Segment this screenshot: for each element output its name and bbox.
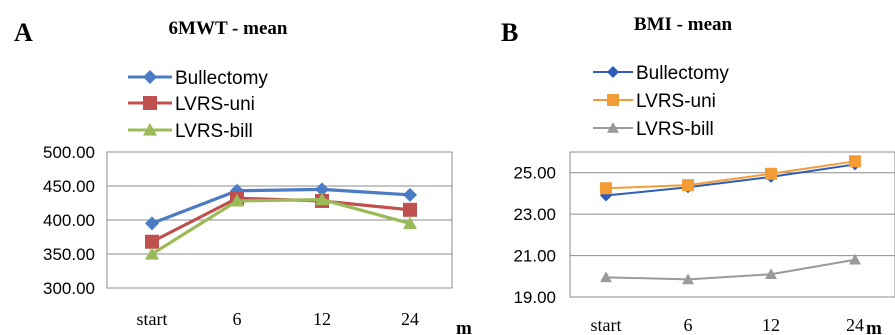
legend-entry: Bullectomy [636,63,729,84]
panel-label: A [14,18,33,47]
data-point [600,182,612,195]
data-point [145,234,159,249]
data-point [403,216,417,229]
x-tick-label: 6 [684,315,693,335]
data-point [230,193,244,207]
y-tick-label: 350.00 [43,245,95,264]
x-axis-unit: m [456,318,472,335]
data-point [403,187,417,202]
legend-entry: Bullectomy [175,68,268,89]
legend-marker [607,66,619,78]
y-tick-label: 23.00 [513,205,556,224]
legend-marker [143,96,157,110]
data-point [682,179,694,192]
x-tick-label: 24 [846,315,864,335]
y-tick-label: 400.00 [43,211,95,230]
legend-marker [607,94,619,106]
data-point [600,271,612,283]
x-tick-label: start [591,315,622,335]
y-tick-label: 25.00 [513,164,556,183]
series-line [605,163,856,197]
legend-entry: LVRS-bill [636,119,714,140]
legend-marker [607,122,619,133]
chart-panel-a: A 6MWT - mean Bullectomy LVRS-uni LVRS-bill 5… [14,18,472,335]
x-axis-unit: m [866,318,882,335]
plot-area [569,151,895,298]
legend-entry: LVRS-bill [175,121,253,142]
data-point [849,253,861,265]
y-tick-label: 19.00 [513,288,556,307]
chart-title: BMI - mean [634,14,733,35]
legend-entry: LVRS-uni [636,91,716,112]
data-point [765,167,777,180]
x-tick-label: 6 [233,309,242,329]
x-tick-label: 12 [313,309,331,329]
panel-label: B [501,18,518,47]
legend-entry: LVRS-uni [175,94,255,115]
y-tick-label: 300.00 [43,279,95,298]
x-tick-label: 24 [401,309,419,329]
series-line [605,160,856,190]
data-point [145,247,159,260]
y-tick-label: 450.00 [43,177,95,196]
chart-panel-b: B BMI - mean Bullectomy LVRS-uni LVRS-bill 25… [501,14,895,335]
data-point [315,192,329,206]
series-line [605,258,856,281]
x-tick-label: start [137,309,168,329]
data-point [682,273,694,285]
y-tick-label: 500.00 [43,143,95,162]
data-point [849,155,861,168]
series-line [151,198,411,256]
data-point [145,216,159,231]
chart-title: 6MWT - mean [169,18,288,39]
data-point [765,268,777,280]
y-tick-label: 21.00 [513,247,556,266]
legend-marker [143,70,157,84]
x-tick-label: 12 [762,315,780,335]
series-line [151,187,411,225]
data-point [315,182,329,197]
legend-marker [143,123,157,136]
data-point [403,202,417,217]
